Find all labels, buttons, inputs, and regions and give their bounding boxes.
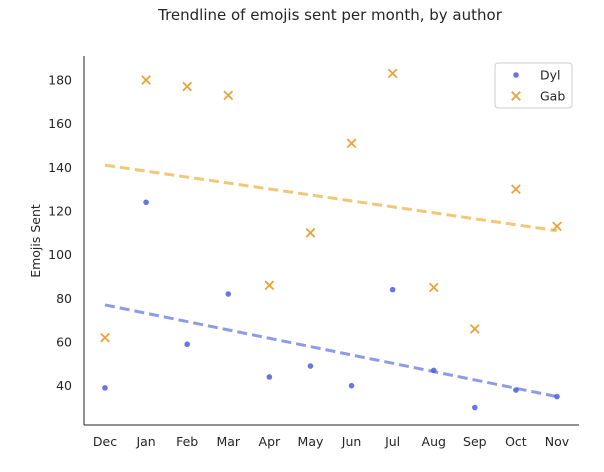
y-tick-label: 60 — [56, 335, 72, 350]
data-point-gab — [552, 221, 562, 232]
data-point-gab — [387, 68, 398, 79]
data-point-gab — [305, 228, 316, 238]
y-axis-label: Emojis Sent — [28, 204, 43, 278]
legend-marker-dyl — [513, 72, 519, 78]
x-tick-label: Apr — [259, 434, 281, 449]
legend: Dyl Gab — [494, 62, 573, 109]
data-point-gab — [469, 324, 480, 334]
y-tick-label: 100 — [48, 247, 72, 262]
data-point-dyl — [472, 404, 478, 411]
legend-marker-gab — [511, 91, 521, 101]
data-point-gab — [428, 282, 439, 293]
data-point-gab — [511, 184, 521, 195]
x-tick-label: Mar — [216, 434, 240, 449]
x-tick-label: Oct — [505, 434, 527, 449]
y-tick-label: 120 — [48, 204, 72, 219]
x-tick-label: Jul — [384, 434, 400, 449]
data-points — [100, 68, 562, 411]
y-tick-label: 160 — [48, 116, 72, 131]
legend-label-gab: Gab — [540, 89, 565, 104]
data-point-dyl — [184, 341, 190, 348]
x-tick-label: Sep — [463, 434, 487, 449]
axes: 40 60 80 100 120 140 160 180 Dec Jan Feb Mar Apr May J… — [48, 56, 579, 449]
trendline-gab — [104, 163, 558, 233]
data-point-dyl — [102, 385, 108, 391]
chart-title: Trendline of emojis sent per month, by a… — [157, 6, 503, 24]
y-tick-label: 80 — [56, 291, 72, 306]
data-point-dyl — [430, 367, 437, 374]
data-point-dyl — [513, 387, 519, 393]
x-tick-label: May — [298, 434, 324, 449]
x-tick-label: Jan — [135, 434, 155, 449]
data-point-gab — [223, 90, 234, 101]
data-point-dyl — [266, 374, 273, 380]
data-point-gab — [100, 332, 110, 343]
y-tick-label: 180 — [48, 73, 72, 88]
x-tick-label: Dec — [93, 434, 117, 449]
x-tick-label: Feb — [176, 434, 198, 449]
data-point-gab — [264, 280, 275, 291]
y-tick-label: 140 — [48, 160, 72, 175]
data-point-dyl — [143, 199, 149, 206]
data-point-dyl — [389, 286, 396, 293]
trendlines — [104, 163, 558, 399]
data-point-dyl — [225, 291, 232, 297]
data-point-gab — [141, 75, 151, 85]
data-point-dyl — [307, 363, 314, 369]
trendline-dyl — [104, 303, 558, 399]
x-tick-label: Jun — [341, 434, 362, 449]
legend-label-dyl: Dyl — [540, 68, 561, 83]
data-point-gab — [346, 138, 357, 149]
x-tick-label: Aug — [422, 434, 446, 449]
x-tick-label: Nov — [545, 434, 570, 449]
data-point-gab — [182, 81, 193, 92]
data-point-dyl — [348, 382, 355, 389]
data-point-dyl — [554, 393, 560, 400]
y-tick-label: 40 — [56, 378, 72, 393]
